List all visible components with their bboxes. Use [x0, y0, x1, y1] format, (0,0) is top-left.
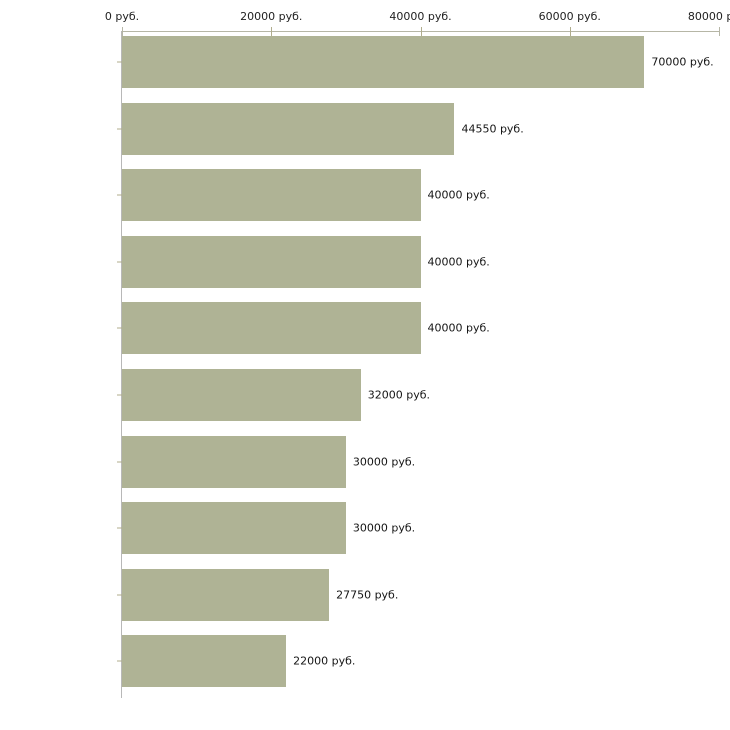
- bar-row: 27750 руб.: [122, 568, 719, 621]
- x-axis-tick: [569, 27, 571, 36]
- bar[interactable]: [122, 635, 287, 688]
- category-tick: [117, 394, 122, 396]
- bar[interactable]: [122, 36, 645, 88]
- bar-value-label: 30000 руб.: [352, 521, 416, 535]
- category-tick: [117, 128, 122, 130]
- x-axis-tick-label: 0 руб.: [104, 10, 140, 23]
- category-tick: [117, 527, 122, 529]
- bar-row: 22000 руб.: [122, 635, 719, 688]
- x-axis-tick: [420, 27, 422, 36]
- bar[interactable]: [122, 369, 361, 421]
- bar-value-label: 40000 руб.: [427, 188, 490, 202]
- bar[interactable]: [122, 235, 421, 288]
- bar-value-label: 40000 руб.: [427, 321, 490, 335]
- bar-value-label: 44550 руб.: [461, 122, 524, 136]
- bar-row: 40000 руб.: [122, 169, 719, 222]
- bar-row: 70000 руб.: [122, 36, 719, 88]
- bar-row: 30000 руб.: [122, 435, 719, 488]
- bar[interactable]: [122, 502, 346, 555]
- category-tick: [117, 594, 122, 596]
- bar-value-label: 30000 руб.: [352, 455, 416, 469]
- category-tick: [117, 660, 122, 662]
- bar-row: 44550 руб.: [122, 102, 719, 155]
- bar-value-label: 27750 руб.: [336, 588, 399, 602]
- bar[interactable]: [122, 302, 421, 355]
- bar[interactable]: [122, 102, 455, 155]
- x-axis-tick: [719, 27, 720, 36]
- category-tick: [117, 461, 122, 463]
- plot-area: 70000 руб. 44550 руб. 40000 руб. 40000 руб.…: [122, 32, 719, 698]
- bar-row: 40000 руб.: [122, 302, 719, 355]
- bar-row: 32000 руб.: [122, 369, 719, 421]
- bar[interactable]: [122, 435, 346, 488]
- x-axis-tick: [271, 27, 273, 36]
- x-axis-tick: [122, 27, 123, 36]
- category-tick: [117, 194, 122, 196]
- category-tick: [117, 61, 122, 63]
- x-axis-tick-label: 40000 руб.: [389, 10, 452, 23]
- x-axis-tick-label: 60000 руб.: [538, 10, 601, 23]
- bar-value-label: 70000 руб.: [651, 55, 714, 69]
- bar[interactable]: [122, 568, 330, 621]
- x-axis-tick-label: 80000 руб.: [687, 10, 730, 23]
- bar[interactable]: [122, 169, 421, 222]
- category-tick: [117, 327, 122, 329]
- bar-row: 30000 руб.: [122, 502, 719, 555]
- bar-value-label: 40000 руб.: [427, 255, 490, 269]
- x-axis-tick-label: 20000 руб.: [240, 10, 303, 23]
- bar-value-label: 22000 руб.: [293, 654, 356, 668]
- bar-row: 40000 руб.: [122, 235, 719, 288]
- y-axis-line: [121, 31, 122, 698]
- bar-value-label: 32000 руб.: [367, 388, 431, 402]
- category-tick: [117, 261, 122, 263]
